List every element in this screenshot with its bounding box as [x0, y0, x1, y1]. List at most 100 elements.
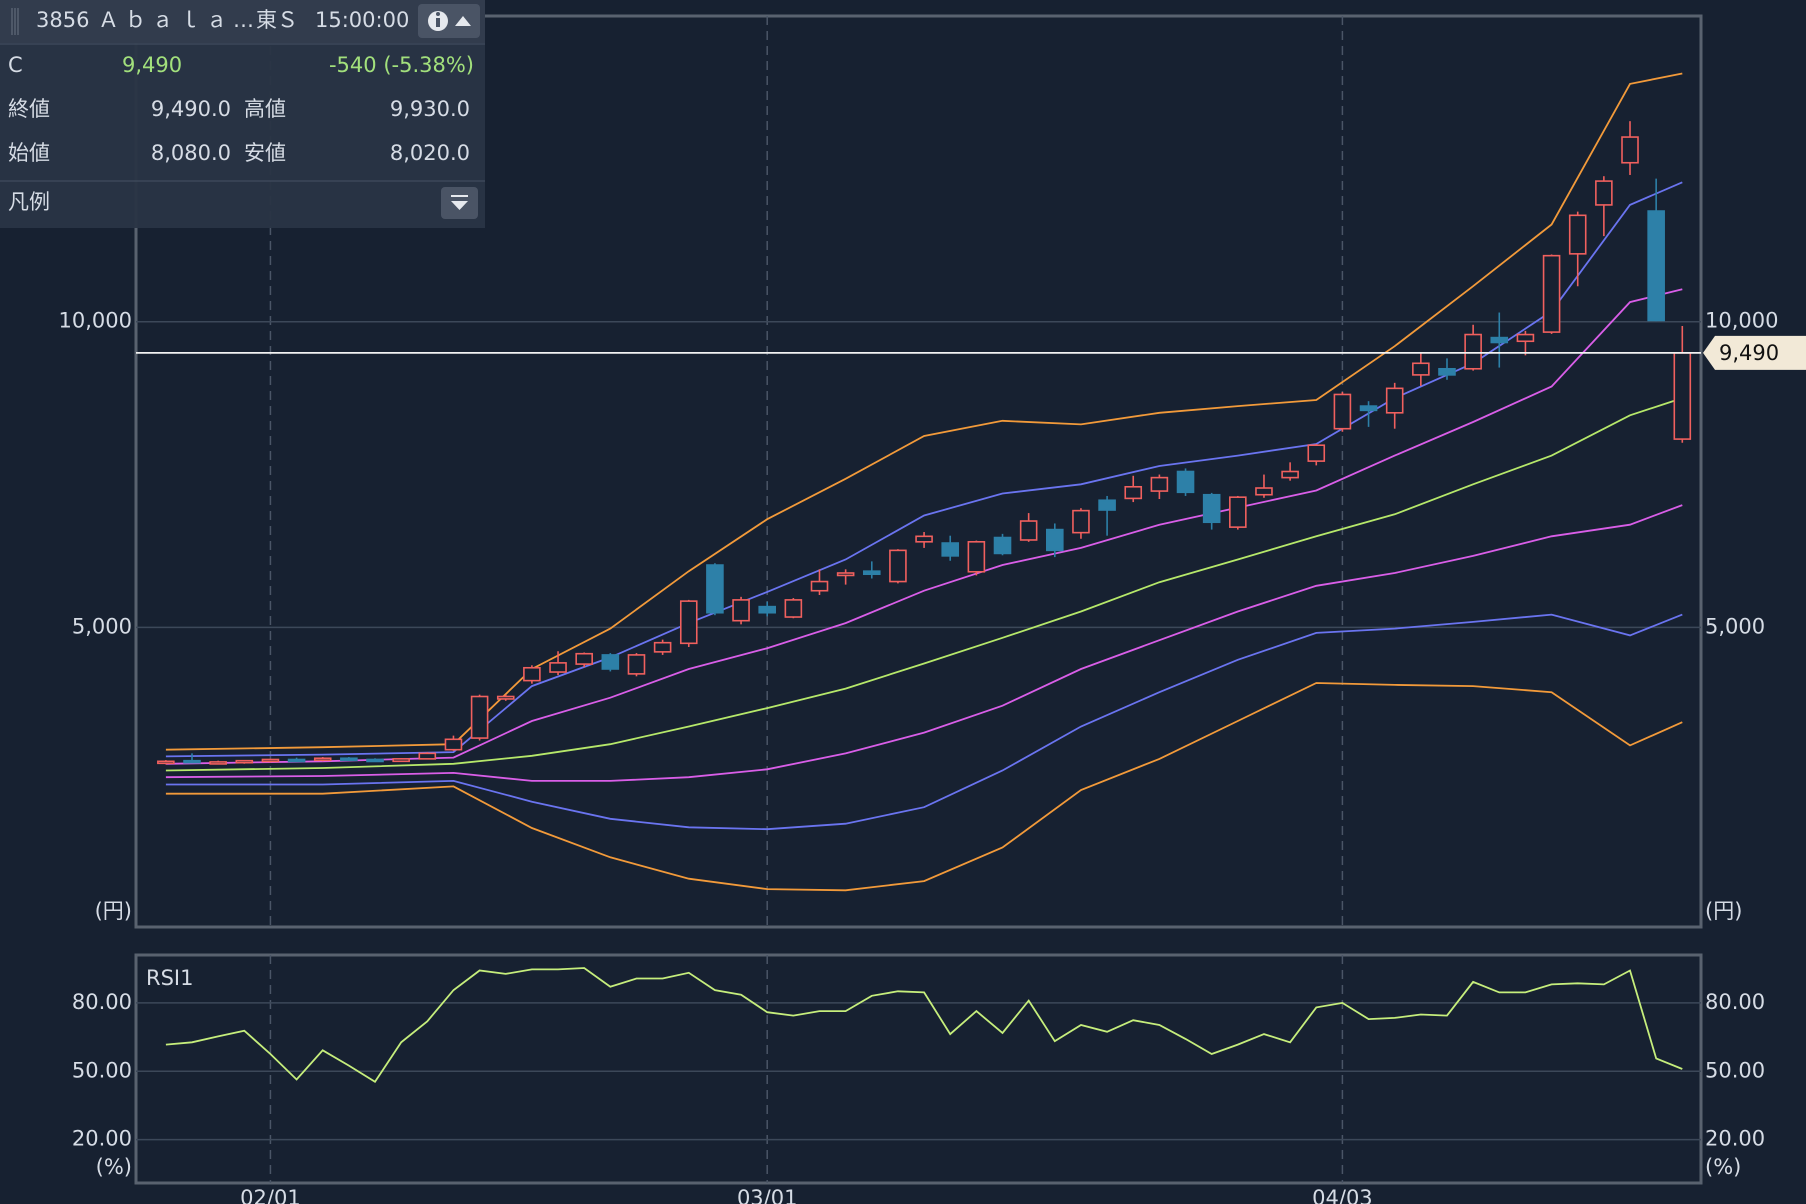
row-value: 9,490.0 [151, 97, 231, 121]
panel-frame [134, 14, 1703, 929]
x-tick-label: 03/01 [737, 1186, 798, 1204]
candle-body [1516, 333, 1535, 343]
candle-body [392, 758, 410, 763]
y-unit: (%) [96, 1155, 132, 1179]
candle-body [1438, 367, 1456, 376]
row-value: 8,020.0 [390, 141, 470, 165]
band-line [165, 288, 1683, 765]
candle-body [313, 757, 332, 762]
price-label-box [1703, 335, 1806, 370]
candle-body [496, 695, 515, 700]
y-tick-label: 5,000 [72, 614, 132, 638]
row-label: 終値 [8, 97, 50, 121]
time: 15:00:00 [315, 8, 409, 32]
x-tick-label: 04/03 [1312, 1186, 1373, 1204]
candle-body [1046, 528, 1064, 552]
candle-body [549, 662, 567, 673]
rsi-line [165, 967, 1683, 1084]
candle-body [157, 760, 175, 765]
candle-body [1202, 493, 1221, 524]
band-line [165, 682, 1683, 892]
symbol: C [8, 53, 23, 77]
candle-body [444, 738, 463, 751]
y-unit-right: (円) [1705, 899, 1742, 923]
candle-body [915, 535, 933, 543]
candle-body [209, 761, 227, 765]
row-value: 9,930.0 [390, 97, 470, 121]
candle-body [523, 666, 541, 682]
candle-body [1176, 470, 1195, 494]
y-tick-label-right: 80.00 [1705, 990, 1765, 1014]
candle-body [1673, 352, 1692, 440]
y-unit: (円) [95, 899, 132, 923]
drag-grip[interactable] [11, 8, 19, 35]
candle-body [627, 654, 646, 675]
candle-body [1542, 254, 1561, 333]
candle-body [967, 541, 986, 573]
legend-toggle-label: 凡例 [8, 190, 50, 214]
band-line [165, 397, 1683, 772]
candle-body [810, 580, 829, 592]
candle-body [340, 757, 358, 762]
x-tick-label: 02/01 [240, 1186, 301, 1204]
row-label: 始値 [8, 141, 50, 165]
candle-body [784, 599, 803, 618]
candle-body [575, 652, 593, 665]
row-label: 安値 [244, 141, 286, 165]
candle-body [1072, 509, 1090, 534]
row-label: 高値 [244, 97, 286, 121]
band-line [165, 181, 1683, 758]
y-tick-label-right: 50.00 [1705, 1058, 1765, 1082]
candle-body [470, 695, 489, 739]
candle-body [1150, 476, 1169, 492]
candle-body [1647, 210, 1665, 322]
candle-body [1595, 180, 1613, 206]
change: -540 (-5.38%) [329, 53, 474, 77]
candle-body [732, 599, 750, 622]
candle-body [366, 758, 384, 763]
candle-body [1412, 362, 1430, 376]
candle-body [758, 605, 777, 614]
candle-body [183, 759, 201, 764]
y-tick-label-right: 20.00 [1705, 1127, 1765, 1151]
candle-body [1229, 496, 1247, 528]
info-button[interactable] [418, 4, 480, 38]
band-line [165, 504, 1683, 782]
y-tick-label: 50.00 [72, 1058, 132, 1082]
y-tick-label: 80.00 [72, 990, 132, 1014]
y-tick-label: 20.00 [72, 1127, 132, 1151]
price-label: 9,490 [1719, 341, 1779, 365]
candle-body [1098, 499, 1116, 511]
y-tick-label-right: 10,000 [1705, 309, 1778, 333]
candle-body [287, 758, 306, 763]
candle-body [1385, 387, 1404, 414]
stock-name: Ａｂａｌａ… [98, 8, 260, 32]
candle-body [1464, 333, 1482, 370]
candle-body [653, 641, 672, 653]
candle-body [418, 752, 437, 760]
candle-body [1124, 485, 1143, 500]
panel-frame [134, 953, 1703, 1185]
legend-dropdown[interactable] [441, 187, 478, 219]
candle-body [862, 570, 881, 576]
panel-title: RSI1 [146, 966, 193, 990]
candle-body [993, 536, 1012, 555]
market: 東Ｓ [256, 8, 298, 32]
candle-body [1019, 520, 1038, 541]
candle-body [836, 572, 855, 577]
candle-body [1255, 487, 1273, 496]
info-header [0, 0, 485, 43]
y-unit-right: (%) [1705, 1155, 1741, 1179]
candle-body [706, 564, 724, 614]
candle-body [889, 549, 907, 583]
row-value: 8,080.0 [151, 141, 231, 165]
candle-body [1359, 405, 1378, 412]
price: 9,490 [122, 53, 182, 77]
candle-body [679, 600, 698, 645]
y-tick-label: 10,000 [59, 309, 132, 333]
candle-body [1568, 214, 1587, 255]
candle-body [235, 759, 254, 764]
band-line [165, 613, 1683, 831]
